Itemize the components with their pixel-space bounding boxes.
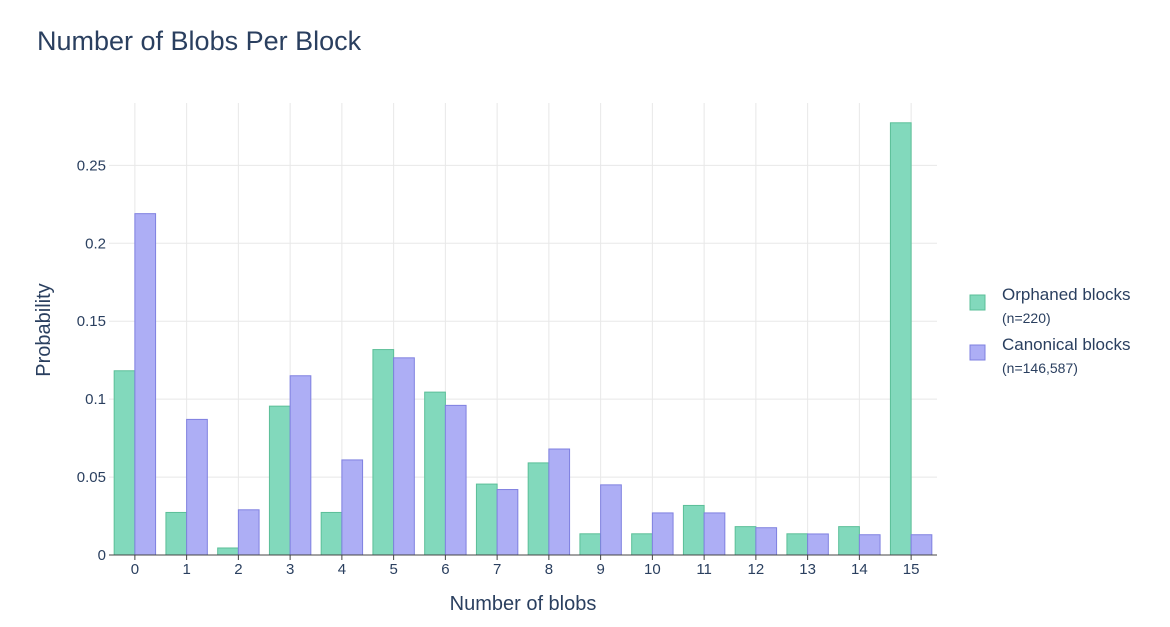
- y-tick-label: 0.2: [85, 235, 106, 252]
- x-tick-label: 9: [596, 561, 604, 578]
- bar-canonical-blocks-2[interactable]: [237, 509, 260, 556]
- x-tick-label: 10: [644, 561, 661, 578]
- bar-canonical-blocks-13[interactable]: [807, 533, 829, 556]
- x-tick-label: 3: [286, 561, 294, 578]
- bars-layer: [113, 122, 933, 556]
- x-tick-label: 11: [696, 561, 712, 578]
- x-tick-label: 7: [493, 561, 501, 578]
- legend-label: Canonical blocks: [1002, 335, 1131, 354]
- bar-orphaned-blocks-14[interactable]: [838, 526, 860, 556]
- x-tick-label: 0: [131, 561, 139, 578]
- bar-canonical-blocks-9[interactable]: [600, 484, 622, 556]
- bar-orphaned-blocks-11[interactable]: [682, 504, 705, 556]
- x-tick-label: 15: [903, 561, 920, 578]
- bar-orphaned-blocks-6[interactable]: [424, 391, 446, 556]
- bar-canonical-blocks-15[interactable]: [910, 534, 933, 556]
- chart-title: Number of Blobs Per Block: [37, 26, 362, 56]
- y-tick-label: 0.15: [77, 313, 106, 330]
- legend-item-canonical-blocks[interactable]: Canonical blocks (n=146,587): [969, 335, 1131, 376]
- bar-orphaned-blocks-2[interactable]: [217, 547, 239, 556]
- legend-sublabel: (n=220): [1002, 310, 1051, 326]
- legend-item-orphaned-blocks[interactable]: Orphaned blocks (n=220): [969, 285, 1131, 326]
- x-tick-label: 1: [182, 561, 190, 578]
- x-axis: 0 1 2 3 4 5 6 7 8 9 10 11 12 13 14 15: [109, 554, 937, 578]
- y-tick-label: 0.05: [77, 469, 106, 486]
- y-axis: 0 0.05 0.1 0.15 0.2 0.25: [77, 157, 106, 564]
- legend-label: Orphaned blocks: [1002, 285, 1131, 304]
- x-tick-label: 5: [389, 561, 397, 578]
- x-tick-label: 6: [441, 561, 449, 578]
- bar-canonical-blocks-8[interactable]: [548, 448, 571, 556]
- bar-canonical-blocks-12[interactable]: [755, 527, 778, 556]
- bar-orphaned-blocks-13[interactable]: [786, 533, 809, 556]
- bar-canonical-blocks-11[interactable]: [703, 512, 726, 556]
- y-tick-label: 0: [98, 547, 106, 564]
- bar-orphaned-blocks-0[interactable]: [113, 370, 136, 556]
- bar-orphaned-blocks-4[interactable]: [320, 511, 343, 556]
- legend[interactable]: Orphaned blocks (n=220) Canonical blocks (n…: [969, 285, 1131, 376]
- bar-canonical-blocks-14[interactable]: [858, 534, 881, 556]
- x-tick-label: 13: [799, 561, 816, 578]
- bar-orphaned-blocks-10[interactable]: [631, 533, 653, 556]
- x-axis-title: Number of blobs: [450, 593, 597, 615]
- legend-sublabel: (n=146,587): [1002, 360, 1078, 376]
- bar-orphaned-blocks-1[interactable]: [165, 511, 188, 556]
- bar-orphaned-blocks-7[interactable]: [475, 483, 498, 556]
- x-tick-label: 8: [545, 561, 553, 578]
- bar-canonical-blocks-0[interactable]: [134, 213, 157, 556]
- x-tick-label: 2: [234, 561, 242, 578]
- x-tick-label: 14: [851, 561, 868, 578]
- bar-canonical-blocks-4[interactable]: [341, 459, 364, 556]
- bar-orphaned-blocks-15[interactable]: [889, 122, 912, 556]
- x-tick-label: 12: [748, 561, 765, 578]
- bar-canonical-blocks-10[interactable]: [651, 512, 674, 556]
- y-axis-title: Probability: [33, 283, 55, 376]
- bar-orphaned-blocks-5[interactable]: [372, 349, 395, 556]
- legend-swatch: [969, 344, 986, 361]
- bar-canonical-blocks-3[interactable]: [289, 375, 312, 556]
- bar-canonical-blocks-7[interactable]: [496, 489, 519, 556]
- y-tick-label: 0.1: [85, 391, 106, 408]
- legend-swatch: [969, 294, 986, 311]
- bar-orphaned-blocks-9[interactable]: [579, 533, 602, 556]
- bar-orphaned-blocks-3[interactable]: [268, 405, 291, 556]
- bar-canonical-blocks-1[interactable]: [186, 418, 208, 556]
- y-tick-label: 0.25: [77, 157, 106, 174]
- grid-layer: [109, 103, 937, 555]
- bar-canonical-blocks-6[interactable]: [444, 404, 467, 556]
- x-tick-label: 4: [338, 561, 346, 578]
- bar-canonical-blocks-5[interactable]: [393, 357, 415, 556]
- bar-orphaned-blocks-8[interactable]: [527, 462, 550, 556]
- bar-orphaned-blocks-12[interactable]: [734, 526, 757, 556]
